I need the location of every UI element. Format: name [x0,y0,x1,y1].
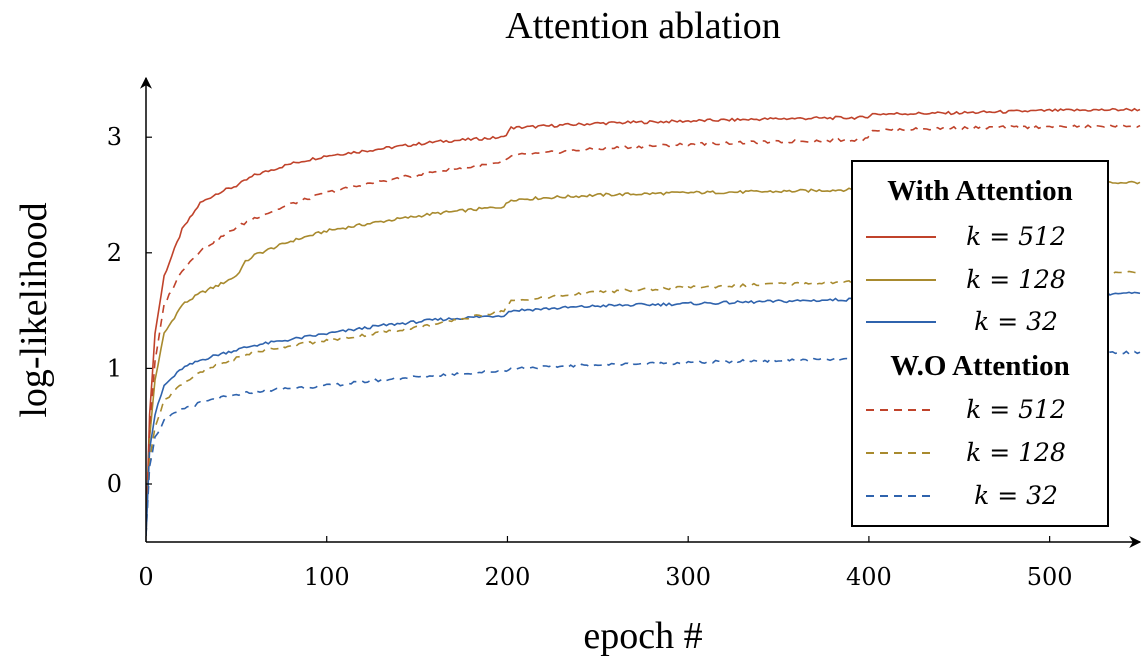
x-tick-label: 0 [138,563,153,591]
legend-group-with-attention: With Attention [887,175,1073,207]
legend-label: k = 512 [966,222,1066,251]
legend-entries: k = 512 k = 128 k = 32 k = 512 k = 128 k = 32 [866,222,1066,510]
y-tick-label: 2 [107,239,122,267]
legend-label: k = 512 [966,395,1066,424]
legend-label: k = 32 [974,481,1058,510]
legend-label: k = 128 [966,438,1066,467]
y-tick-label: 3 [107,123,122,151]
series-line-wo-attention-512 [146,123,1141,537]
x-tick-label: 500 [1027,563,1073,591]
legend-box [851,160,1109,527]
x-tick-label: 300 [665,563,711,591]
x-ticks: 0 100 200 300 400 500 [138,536,1073,591]
y-ticks: 0 1 2 3 [107,123,152,498]
y-tick-label: 1 [107,354,122,382]
x-tick-label: 400 [846,563,892,591]
legend-label: k = 32 [974,307,1058,336]
x-axis-label: epoch # [583,615,702,657]
chart-title: Attention ablation [505,5,780,47]
y-tick-label: 0 [107,470,122,498]
x-tick-label: 200 [485,563,531,591]
legend-label: k = 128 [966,265,1066,294]
series-line-with-attention-512 [146,107,1141,537]
x-tick-label: 100 [304,563,350,591]
y-axis-label: log-likelihood [13,202,55,417]
legend-group-wo-attention: W.O Attention [890,350,1069,382]
